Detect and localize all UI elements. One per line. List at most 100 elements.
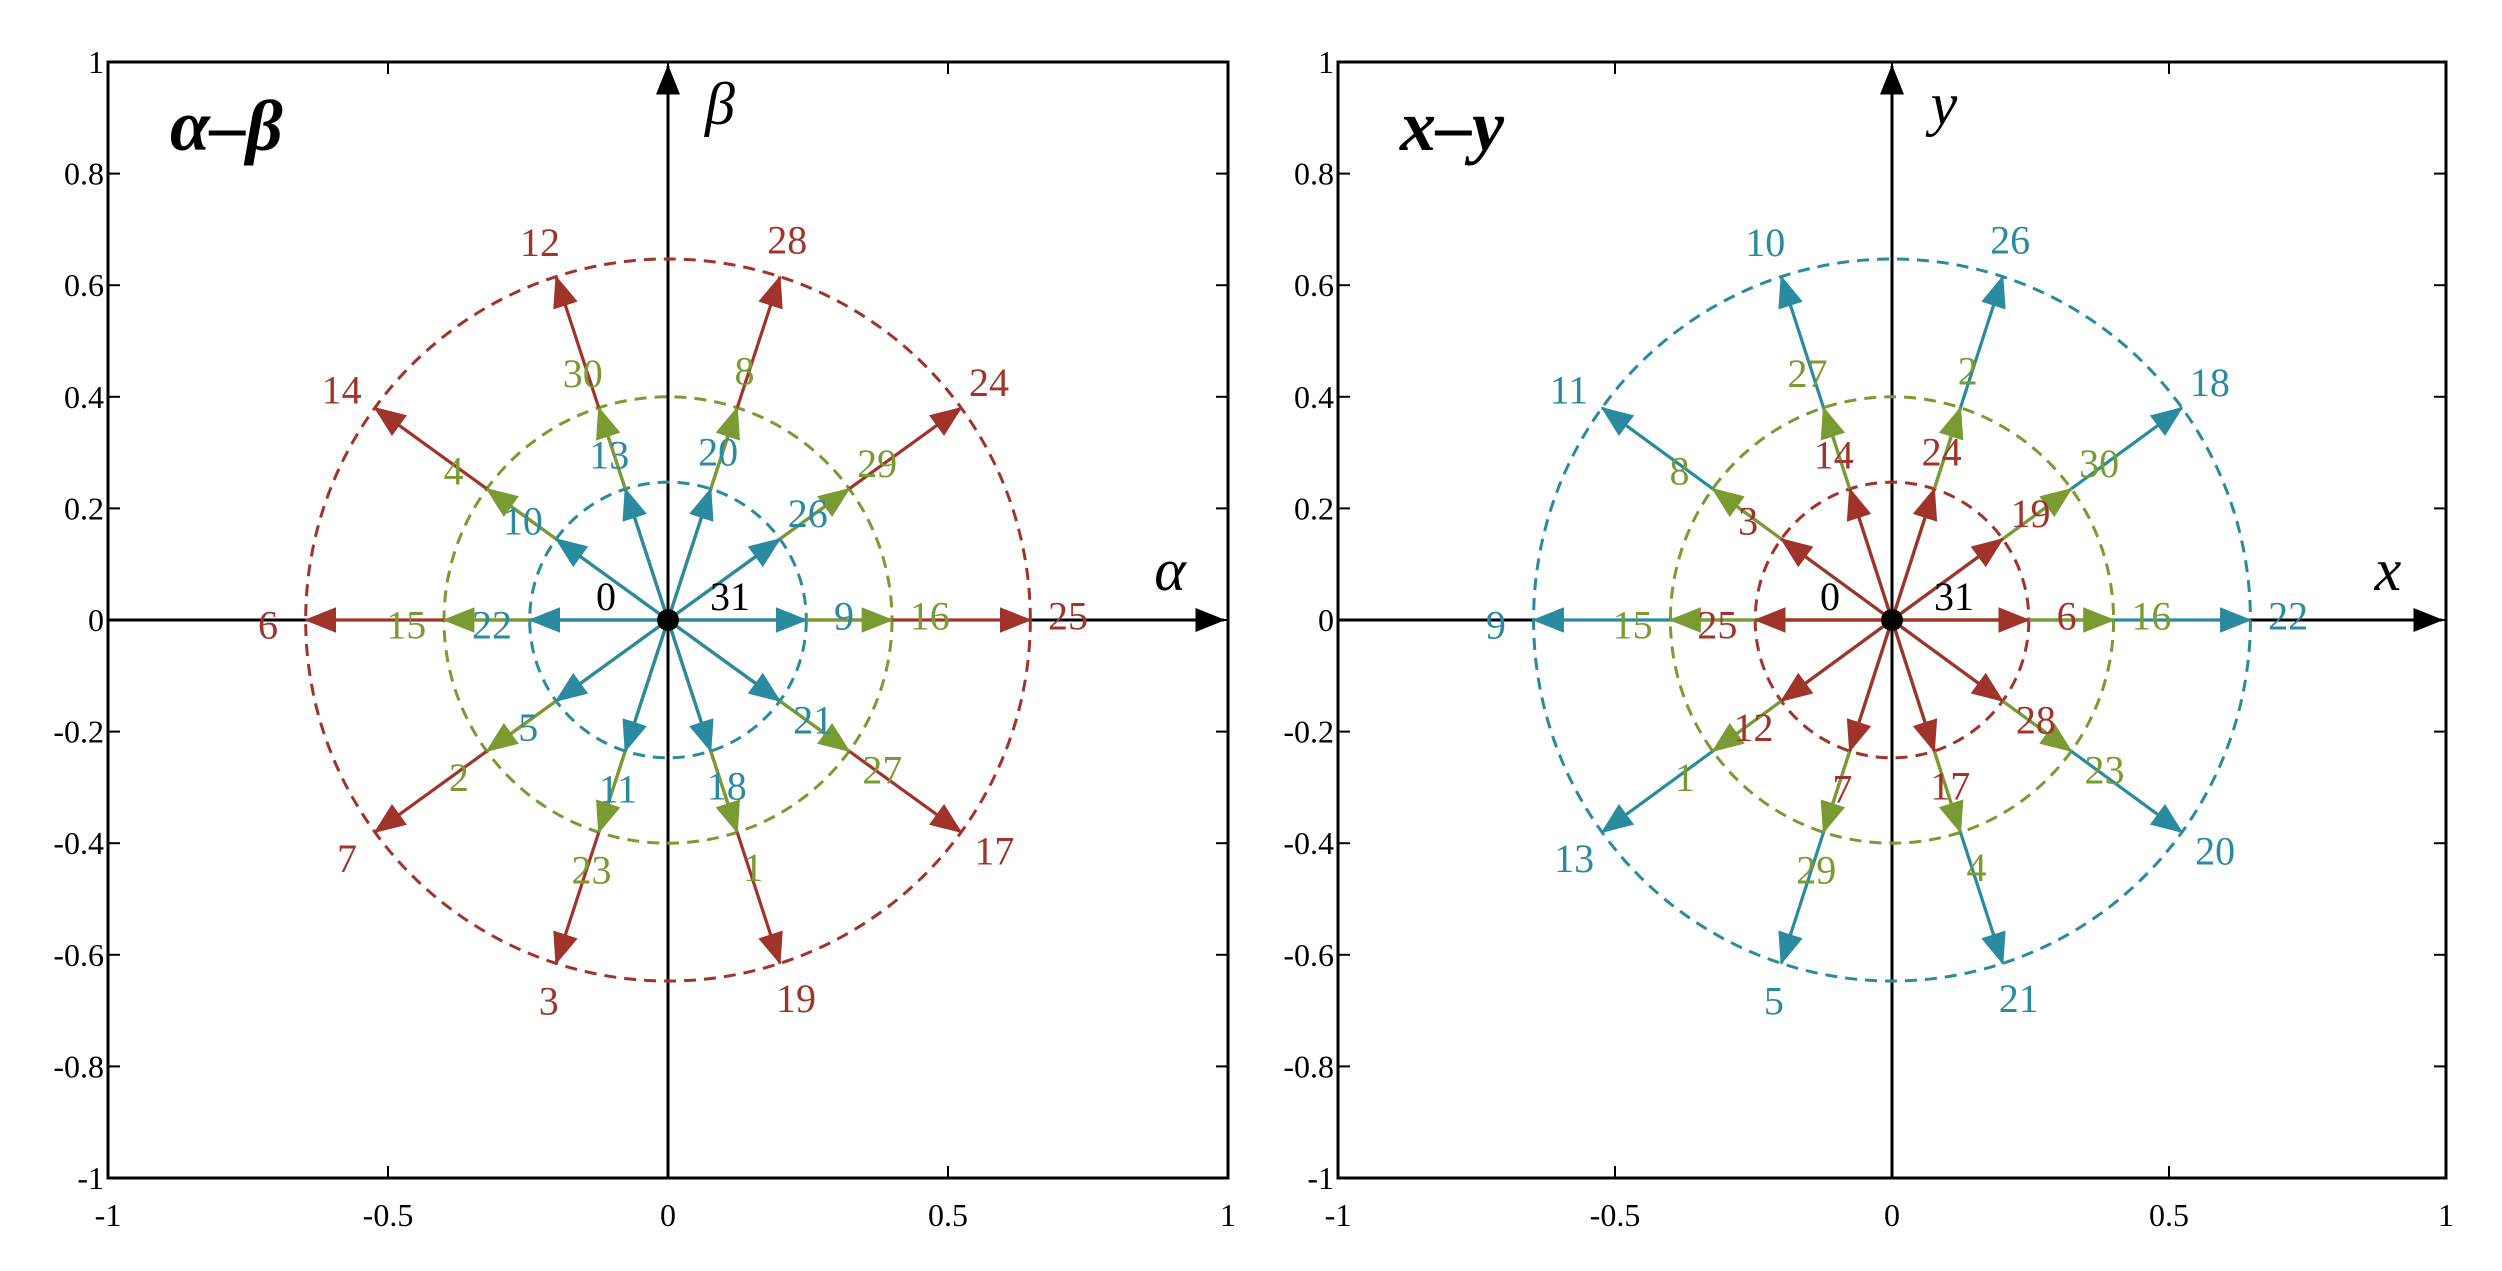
y-axis-name: y bbox=[1925, 71, 1958, 137]
y-tick-label: 0.8 bbox=[1294, 156, 1334, 192]
vector-label-26: 26 bbox=[1990, 217, 2030, 262]
vector-label-17: 17 bbox=[1930, 764, 1970, 809]
vector-arrow-24 bbox=[1890, 487, 1938, 621]
vector-label-12: 12 bbox=[520, 220, 560, 265]
vector-label-25: 25 bbox=[1697, 603, 1737, 648]
vector-label-9: 9 bbox=[834, 593, 854, 638]
vector-arrow-10 bbox=[554, 537, 669, 622]
vector-label-19: 19 bbox=[2011, 491, 2051, 536]
vector-label-4: 4 bbox=[444, 448, 464, 493]
x-tick-label: -0.5 bbox=[363, 1197, 414, 1233]
x-tick-label: -1 bbox=[95, 1197, 122, 1233]
y-tick-label: 0.2 bbox=[1294, 490, 1334, 526]
vector-arrow-28 bbox=[1891, 618, 2004, 703]
vector-label-6: 6 bbox=[258, 603, 278, 648]
vector-label-30: 30 bbox=[2079, 441, 2119, 486]
vector-label-23: 23 bbox=[2084, 748, 2124, 793]
vector-arrow-17 bbox=[1890, 619, 1938, 753]
y-tick-label: 1 bbox=[88, 44, 104, 80]
vector-label-7: 7 bbox=[1832, 766, 1852, 811]
vector-arrow-21 bbox=[667, 618, 782, 703]
vector-label-22: 22 bbox=[2268, 593, 2308, 638]
vector-label-13: 13 bbox=[1554, 836, 1594, 881]
origin-label-31: 31 bbox=[1934, 574, 1974, 619]
vector-label-15: 15 bbox=[386, 603, 426, 648]
vector-label-1: 1 bbox=[1675, 755, 1695, 800]
panel-1: -1 -0.5 0 0.5 110.80.60.40.20-0.2-0.4-0.6-0.… bbox=[53, 44, 1236, 1233]
y-tick-label: -0.2 bbox=[53, 714, 104, 750]
y-axis-name: β bbox=[704, 71, 735, 137]
vector-label-25: 25 bbox=[1048, 593, 1088, 638]
vector-arrow-13 bbox=[622, 487, 670, 621]
vector-label-3: 3 bbox=[539, 979, 559, 1024]
vector-label-11: 11 bbox=[1550, 367, 1589, 412]
y-tick-label: 0.4 bbox=[64, 379, 104, 415]
vector-label-19: 19 bbox=[776, 976, 816, 1021]
vector-label-20: 20 bbox=[2195, 829, 2235, 874]
vector-label-8: 8 bbox=[1670, 448, 1690, 493]
x-tick-label: 1 bbox=[2438, 1197, 2454, 1233]
vector-label-7: 7 bbox=[337, 836, 357, 881]
vector-label-27: 27 bbox=[862, 748, 902, 793]
vector-label-14: 14 bbox=[322, 367, 362, 412]
origin-point bbox=[657, 609, 679, 631]
y-tick-label: -0.6 bbox=[1283, 937, 1334, 973]
y-tick-label: 0 bbox=[1318, 602, 1334, 638]
vector-label-29: 29 bbox=[1796, 848, 1836, 893]
vector-label-10: 10 bbox=[1745, 220, 1785, 265]
vector-label-29: 29 bbox=[857, 441, 897, 486]
vector-label-10: 10 bbox=[503, 498, 543, 543]
vector-label-9: 9 bbox=[1486, 603, 1506, 648]
vector-label-5: 5 bbox=[518, 705, 538, 750]
vector-label-30: 30 bbox=[563, 351, 603, 396]
vector-label-28: 28 bbox=[2016, 698, 2056, 743]
vector-label-14: 14 bbox=[1814, 432, 1854, 477]
y-tick-label: -1 bbox=[77, 1160, 104, 1196]
y-tick-label: 0 bbox=[88, 602, 104, 638]
vector-label-16: 16 bbox=[910, 593, 950, 638]
y-tick-label: -0.4 bbox=[53, 825, 104, 861]
origin-point bbox=[1881, 609, 1903, 631]
y-tick-label: 1 bbox=[1318, 44, 1334, 80]
x-tick-label: 0 bbox=[1884, 1197, 1900, 1233]
x-tick-label: -1 bbox=[1325, 1197, 1352, 1233]
vector-arrow-7 bbox=[1846, 619, 1894, 753]
x-axis-name: α bbox=[1154, 537, 1187, 603]
x-tick-label: 0 bbox=[660, 1197, 676, 1233]
vector-label-12: 12 bbox=[1733, 705, 1773, 750]
vector-arrow-26 bbox=[667, 537, 782, 622]
vector-label-27: 27 bbox=[1788, 351, 1828, 396]
vector-label-15: 15 bbox=[1613, 603, 1653, 648]
vector-label-8: 8 bbox=[735, 348, 755, 393]
vector-label-20: 20 bbox=[698, 430, 738, 475]
y-tick-label: 0.4 bbox=[1294, 379, 1334, 415]
vector-label-18: 18 bbox=[2190, 360, 2230, 405]
vector-arrow-3 bbox=[1780, 537, 1893, 622]
panel-title: x–y bbox=[1399, 86, 1505, 166]
vector-arrow-20 bbox=[666, 487, 714, 621]
y-tick-label: -0.2 bbox=[1283, 714, 1334, 750]
y-tick-label: -0.6 bbox=[53, 937, 104, 973]
x-tick-label: -0.5 bbox=[1590, 1197, 1641, 1233]
y-tick-label: -0.8 bbox=[53, 1048, 104, 1084]
vector-label-5: 5 bbox=[1764, 979, 1784, 1024]
vector-label-17: 17 bbox=[974, 829, 1014, 874]
origin-label-0: 0 bbox=[596, 574, 616, 619]
vector-arrow-11 bbox=[622, 619, 670, 753]
vector-arrow-12 bbox=[1780, 618, 1893, 703]
vector-label-24: 24 bbox=[969, 360, 1009, 405]
vector-arrow-18 bbox=[666, 619, 714, 753]
vector-label-23: 23 bbox=[571, 848, 611, 893]
vector-label-13: 13 bbox=[589, 432, 629, 477]
x-axis-name: x bbox=[2374, 537, 2402, 603]
vector-label-2: 2 bbox=[449, 755, 469, 800]
vector-label-1: 1 bbox=[743, 845, 763, 890]
vector-label-11: 11 bbox=[599, 766, 638, 811]
vector-label-24: 24 bbox=[1922, 430, 1962, 475]
vector-label-18: 18 bbox=[707, 764, 747, 809]
vector-label-22: 22 bbox=[472, 603, 512, 648]
y-tick-label: 0.6 bbox=[1294, 267, 1334, 303]
vector-label-2: 2 bbox=[1958, 348, 1978, 393]
panel-title: α–β bbox=[170, 86, 283, 166]
y-tick-label: 0.8 bbox=[64, 156, 104, 192]
